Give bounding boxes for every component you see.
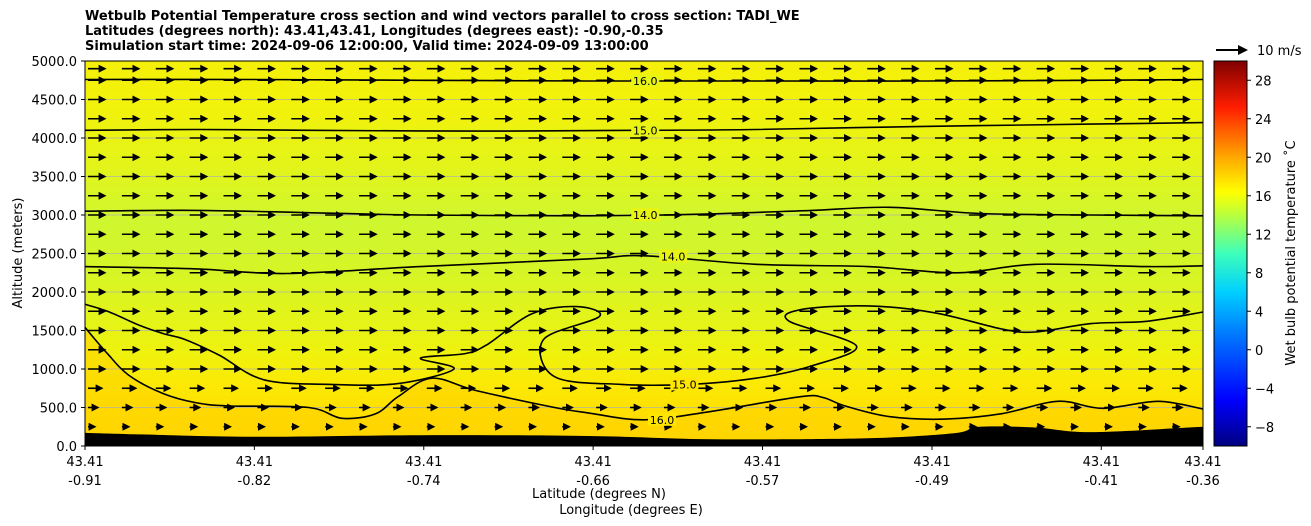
contour-line [84, 206, 1204, 217]
contour-label: 16.0 [650, 414, 675, 427]
contour-label-bg [631, 74, 660, 88]
colorbar-tick-label: 28 [1255, 74, 1272, 89]
x-tick-label-lon: -0.66 [576, 474, 610, 489]
colorbar-tick-label: 4 [1255, 305, 1263, 320]
x-axis: 43.41 -0.91 43.41 -0.82 43.41 -0.74 43.41 -0.66… [66, 446, 1222, 489]
chart-title: Wetbulb Potential Temperature cross sect… [85, 9, 800, 54]
x-tick-label-lat: 43.41 [1083, 455, 1120, 470]
x-tick-label-lat: 43.41 [913, 455, 950, 470]
y-axis: 0.0 500.0 1000.0 1500.0 2000.0 2500.0 3000.0 35… [32, 55, 85, 455]
colorbar: 28 24 20 16 12 8 4 0 −4 −8 Wet bulb potential tem… [1213, 60, 1299, 447]
x-tick-label-lat: 43.41 [744, 455, 781, 470]
contour-line [84, 326, 1204, 421]
contour-label: 15.0 [672, 378, 697, 391]
title-line-1: Wetbulb Potential Temperature cross sect… [85, 9, 800, 24]
contour-label-bg [631, 208, 660, 222]
x-axis-label-lat: Latitude (degrees N) [532, 487, 666, 502]
x-tick-label-lat: 43.41 [66, 455, 103, 470]
colorbar-tick-label: 24 [1255, 113, 1272, 128]
y-tick-label: 2000.0 [32, 286, 78, 301]
x-tick-label-lon: -0.57 [746, 474, 780, 489]
y-tick-label: 5000.0 [32, 55, 78, 70]
y-tick-label: 3500.0 [32, 171, 78, 186]
contour-label: 15.0 [633, 124, 658, 137]
y-tick-label: 500.0 [40, 402, 77, 417]
contour-label-bg [631, 123, 660, 137]
colorbar-ticks: 28 24 20 16 12 8 4 0 −4 −8 [1247, 74, 1274, 436]
colorbar-label: Wet bulb potential temperature ˚C [1283, 140, 1299, 365]
y-tick-label: 0.0 [56, 440, 77, 455]
colorbar-tick-label: −8 [1255, 421, 1274, 436]
y-tick-label: 1500.0 [32, 325, 78, 340]
y-tick-label: 4500.0 [32, 94, 78, 109]
title-line-3: Simulation start time: 2024-09-06 12:00:… [85, 39, 649, 54]
y-tick-label: 1000.0 [32, 363, 78, 378]
contour-lines: 16.0 15.0 14.0 14.0 15.0 16.0 [84, 74, 1204, 427]
colorbar-tick-label: 8 [1255, 267, 1263, 282]
terrain [85, 426, 1203, 446]
contour-line [84, 303, 1204, 387]
colorbar-tick-label: −4 [1255, 382, 1274, 397]
x-tick-label-lat: 43.41 [575, 455, 612, 470]
x-axis-label-lon: Longitude (degrees E) [559, 503, 703, 518]
colorbar-tick-label: 0 [1255, 344, 1263, 359]
colorbar-scale [1213, 60, 1248, 447]
colorbar-tick-label: 12 [1255, 228, 1272, 243]
contour-label-bg [659, 249, 688, 263]
x-tick-label-lat: 43.41 [405, 455, 442, 470]
contour-label: 14.0 [633, 209, 658, 222]
y-axis-label: Altitude (meters) [11, 198, 26, 309]
x-tick-label-lon: -0.36 [1186, 474, 1220, 489]
x-tick-label-lat: 43.41 [1184, 455, 1221, 470]
x-tick-label-lon: -0.49 [915, 474, 949, 489]
y-tick-label: 3000.0 [32, 209, 78, 224]
title-line-2: Latitudes (degrees north): 43.41,43.41, … [85, 24, 664, 39]
wind-key: 10 m/s [1216, 44, 1302, 59]
x-tick-label-lon: -0.74 [407, 474, 441, 489]
contour-label: 16.0 [633, 75, 658, 88]
contour-label-bg [648, 412, 676, 426]
wind-key-label: 10 m/s [1257, 44, 1302, 59]
colorbar-tick-label: 16 [1255, 190, 1272, 205]
colorbar-tick-label: 20 [1255, 151, 1272, 166]
y-tick-label: 4000.0 [32, 132, 78, 147]
y-tick-label: 2500.0 [32, 248, 78, 263]
x-tick-label-lat: 43.41 [236, 455, 273, 470]
contour-label: 14.0 [661, 251, 686, 264]
contour-label-bg [670, 377, 699, 391]
x-tick-label-lon: -0.91 [68, 474, 102, 489]
plot-area: 16.0 15.0 14.0 14.0 15.0 16.0 [84, 60, 1204, 447]
x-tick-label-lon: -0.82 [238, 474, 272, 489]
x-tick-label-lon: -0.41 [1084, 474, 1118, 489]
